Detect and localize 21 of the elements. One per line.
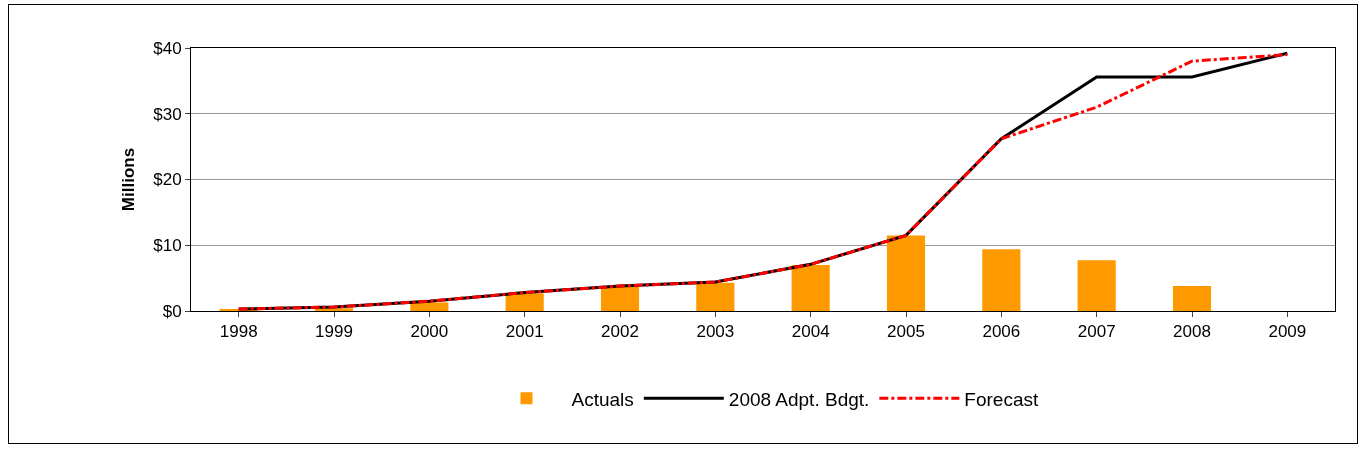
x-tick-label: 2000 xyxy=(410,322,449,342)
y-tick-label: $30 xyxy=(153,104,182,124)
x-tick-label: 2001 xyxy=(505,322,544,342)
legend-label: 2008 Adpt. Bdgt. xyxy=(728,388,870,410)
x-tick-label: 2003 xyxy=(696,322,735,342)
legend-label: Forecast xyxy=(964,388,1039,410)
y-axis-title: Millions xyxy=(118,147,138,212)
legend-label: Actuals xyxy=(571,388,634,410)
y-tick-label: $0 xyxy=(162,301,182,321)
x-tick-label: 2002 xyxy=(601,322,639,342)
x-tick-label: 1999 xyxy=(315,322,353,342)
x-tick-label: 2006 xyxy=(982,322,1021,342)
x-tick-label: 1998 xyxy=(219,322,258,342)
x-tick-label: 2009 xyxy=(1268,322,1307,342)
x-tick-label: 2007 xyxy=(1077,322,1116,342)
x-tick-label: 2004 xyxy=(791,322,830,342)
y-tick-label: $20 xyxy=(153,170,182,190)
x-tick-label: 2008 xyxy=(1173,322,1211,342)
x-tick-label: 2005 xyxy=(887,322,925,342)
y-tick-label: $10 xyxy=(153,236,182,256)
y-tick-label: $40 xyxy=(153,38,182,58)
